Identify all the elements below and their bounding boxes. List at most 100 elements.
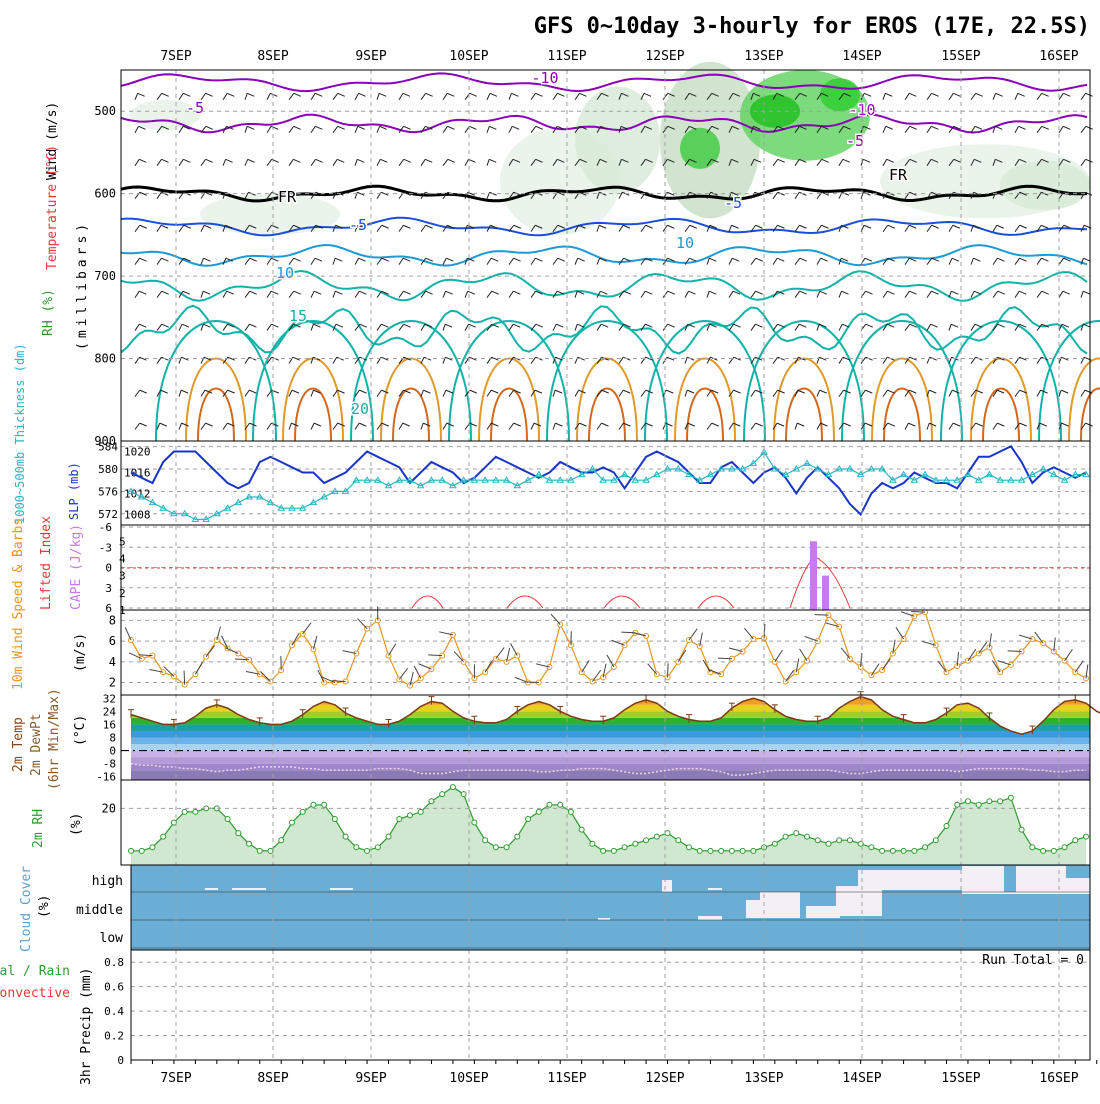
cloud-level-high: high xyxy=(92,874,123,889)
upper-y-tick: 700 xyxy=(94,269,116,283)
wind-barb-flag xyxy=(184,225,191,228)
wind-barb xyxy=(729,423,733,429)
wind-barb xyxy=(135,291,139,297)
wind-barb xyxy=(751,324,755,330)
wind-barb xyxy=(751,258,756,264)
wind-barb-flag xyxy=(206,159,213,162)
wind-barb-flag xyxy=(690,225,697,228)
wind-barb xyxy=(421,390,423,396)
isotherm-diurnal xyxy=(449,321,569,441)
wind-barb-flag xyxy=(183,93,190,96)
wind-barb-flag xyxy=(712,423,719,426)
precip-tick: 0 xyxy=(117,1054,124,1067)
thickness-tick: 584 xyxy=(98,441,118,454)
wind-barb-flag xyxy=(756,225,763,228)
wind-barb-flag xyxy=(226,159,233,162)
wind-barb xyxy=(179,324,182,330)
label-cape: CAPE (J/kg) xyxy=(69,524,84,610)
wind-barb-flag xyxy=(865,390,872,393)
wind-barb xyxy=(1037,258,1041,264)
wind-barb xyxy=(377,93,379,99)
wind10-barb xyxy=(419,664,432,669)
wind-barb xyxy=(443,390,446,396)
isotherm-diurnal xyxy=(842,321,962,441)
rh-point xyxy=(397,816,402,821)
wind-barb-flag xyxy=(932,93,939,96)
wind10-barb xyxy=(744,628,753,639)
isotherm-diurnal xyxy=(198,389,234,442)
wind-barb xyxy=(245,357,249,363)
wind-barb-flag xyxy=(1061,390,1068,393)
wind-barb-flag xyxy=(646,423,653,426)
wind-barb-flag xyxy=(800,258,807,261)
rh-point xyxy=(890,848,895,853)
wind-barb-flag xyxy=(162,93,169,96)
slp-tick: 1020 xyxy=(124,446,151,459)
wind-barb xyxy=(817,390,820,396)
top-day-label: 8SEP xyxy=(257,49,288,64)
rh-point xyxy=(257,848,262,853)
isotherm-diurnal xyxy=(774,359,834,442)
rh-point xyxy=(526,816,531,821)
wind-barb xyxy=(927,324,931,330)
wind-barb-flag xyxy=(953,93,960,96)
wind-barb-flag xyxy=(404,324,411,327)
rh-point xyxy=(944,824,949,829)
wind-barb xyxy=(443,423,447,429)
wind-barb xyxy=(157,225,161,231)
wind-barb xyxy=(1081,291,1083,297)
wind10-barb xyxy=(195,662,202,674)
wind-barb-flag xyxy=(951,291,958,294)
wind-barb-flag xyxy=(1063,93,1070,96)
wind-barb-flag xyxy=(359,258,366,261)
rh-point xyxy=(1073,838,1078,843)
wind-barb-flag xyxy=(909,225,916,228)
wind-barb-flag xyxy=(403,291,410,294)
wind-barb xyxy=(1037,357,1041,363)
wind-barb xyxy=(179,423,182,429)
wind-barb-flag xyxy=(623,225,630,228)
li-curve xyxy=(604,596,640,608)
wind-barb-flag xyxy=(249,324,256,327)
wind-barb-flag xyxy=(821,225,828,228)
wind-barb-flag xyxy=(1086,159,1093,162)
wind-barb xyxy=(597,225,599,231)
wind-barb xyxy=(993,93,996,99)
label-thickness: 1000~500mb Thickness (dm) xyxy=(13,343,27,524)
wind-barb-flag xyxy=(929,390,936,393)
rh-shading xyxy=(1000,161,1090,210)
slp-tick: 1008 xyxy=(124,509,151,522)
wind10-barb xyxy=(1075,661,1083,672)
wind-barb-flag xyxy=(448,126,455,129)
wind-barb xyxy=(267,126,271,132)
cape-tick: 3 xyxy=(119,570,126,583)
wind-barb-flag xyxy=(292,390,299,393)
temp2m-tick: -16 xyxy=(96,771,116,784)
isotherm-diurnal xyxy=(941,321,1061,441)
top-day-label: 15SEP xyxy=(941,49,980,64)
wind-barb xyxy=(311,291,314,297)
wind-barb xyxy=(465,291,468,297)
wind-barb xyxy=(311,390,313,396)
wind-barb xyxy=(509,93,511,99)
cloud-gap xyxy=(1004,866,1016,892)
wind-barb xyxy=(245,390,249,396)
isotherm-diurnal xyxy=(786,389,822,442)
wind-barb-flag xyxy=(206,423,213,426)
rh-point xyxy=(139,848,144,853)
temp2m-tick: 16 xyxy=(103,718,116,731)
isotherm-diurnal xyxy=(156,321,276,441)
wind-barb-flag xyxy=(931,126,938,129)
wind-barb-flag xyxy=(536,324,543,327)
isotherm-label: 10 xyxy=(676,234,694,252)
wind-barb-flag xyxy=(888,390,895,393)
cloud-patch xyxy=(976,866,1004,892)
wind-barb-flag xyxy=(338,423,345,426)
wind-barb xyxy=(927,126,931,132)
wind-barb xyxy=(399,291,403,297)
wind-barb xyxy=(509,258,514,264)
wind-barb xyxy=(333,159,337,165)
rh-point xyxy=(847,838,852,843)
isotherm-diurnal xyxy=(983,389,1019,442)
wind-barb xyxy=(399,225,403,231)
